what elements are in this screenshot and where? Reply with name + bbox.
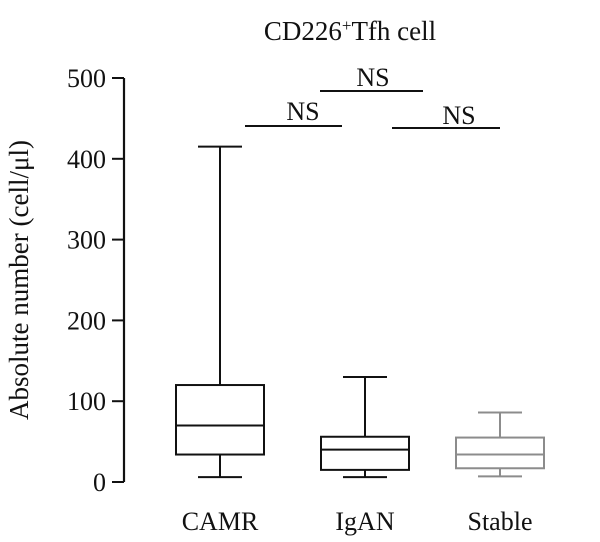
y-tick-label-400: 400 bbox=[67, 145, 106, 174]
y-axis-label: Absolute number (cell/μl) bbox=[4, 140, 34, 420]
significance-annotation-2: NS bbox=[392, 101, 500, 130]
significance-annotation-3: NS bbox=[320, 63, 423, 92]
x-axis-categories: CAMR IgAN Stable bbox=[182, 507, 533, 536]
title-suffix: Tfh cell bbox=[351, 16, 436, 46]
box-igan bbox=[320, 375, 410, 479]
box-plot-series bbox=[175, 145, 545, 479]
iqr-box-igan bbox=[320, 435, 410, 471]
x-category-label-igan: IgAN bbox=[335, 507, 394, 536]
y-tick-label-0: 0 bbox=[93, 468, 106, 497]
iqr-box-stable bbox=[455, 436, 545, 470]
svg-text:CD226+Tfh cell: CD226+Tfh cell bbox=[264, 16, 436, 47]
y-tick-label-100: 100 bbox=[67, 387, 106, 416]
significance-label-3: NS bbox=[356, 63, 389, 92]
y-tick-label-200: 200 bbox=[67, 306, 106, 335]
box-stable bbox=[455, 411, 545, 478]
chart-title: CD226+Tfh cell bbox=[264, 16, 436, 47]
x-category-label-stable: Stable bbox=[468, 507, 533, 536]
significance-label-1: NS bbox=[286, 97, 319, 126]
significance-label-2: NS bbox=[442, 101, 475, 130]
y-tick-label-300: 300 bbox=[67, 226, 106, 255]
significance-annotation-1: NS bbox=[245, 97, 342, 127]
box-camr bbox=[175, 145, 265, 479]
title-prefix: CD226 bbox=[264, 16, 342, 46]
significance-annotations: NS NS NS bbox=[245, 63, 500, 130]
title-superscript: + bbox=[342, 16, 352, 35]
y-tick-label-500: 500 bbox=[67, 64, 106, 93]
y-axis: 0 100 200 300 400 500 bbox=[67, 64, 126, 497]
x-category-label-camr: CAMR bbox=[182, 507, 259, 536]
iqr-box-camr bbox=[175, 384, 265, 456]
